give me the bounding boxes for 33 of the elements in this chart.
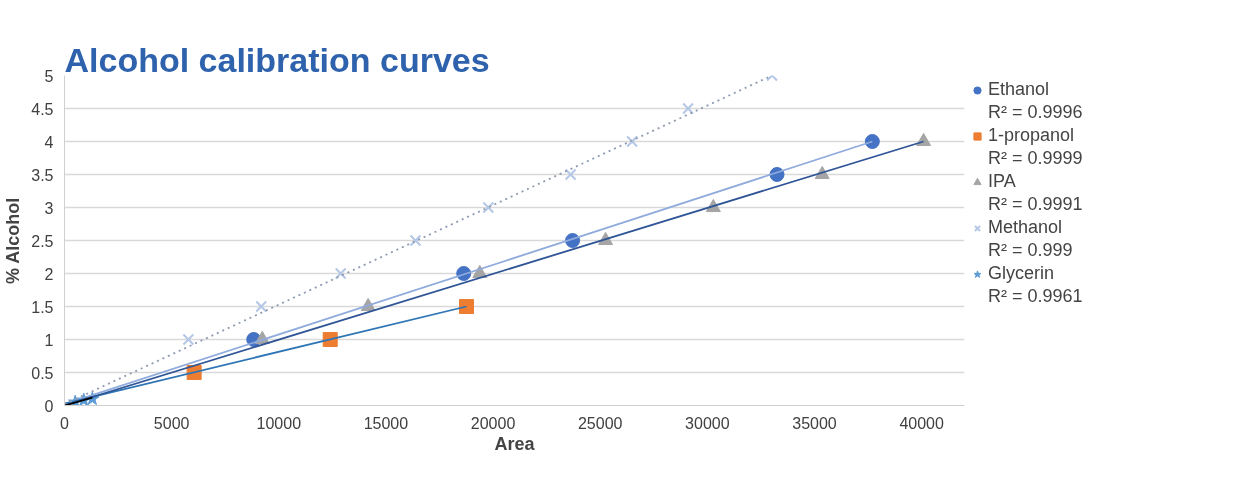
y-tick-label: 1.5 xyxy=(31,298,54,316)
y-tick-label: 3 xyxy=(44,199,54,217)
x-tick-label: 30000 xyxy=(685,414,730,432)
text: R² = 0.9999 xyxy=(988,148,1083,169)
text: R² = 0.9961 xyxy=(988,286,1083,307)
x-tick-label: 20000 xyxy=(470,414,516,432)
x-tick-label: 25000 xyxy=(577,414,623,432)
legend-label: IPA xyxy=(988,171,1016,192)
legend-label: Glycerin xyxy=(988,263,1055,284)
legend-label: 1-propanol xyxy=(988,125,1075,146)
text: R² = 0.999 xyxy=(988,240,1073,261)
x-tick-label: 35000 xyxy=(792,414,837,432)
x-axis-title: Area xyxy=(494,433,536,454)
y-tick-label: 0.5 xyxy=(31,364,54,382)
text: R² = 0.9991 xyxy=(988,194,1083,215)
y-axis-title: % Alcohol xyxy=(3,197,24,284)
y-tick-label: 5 xyxy=(44,67,54,85)
x-tick-label: 5000 xyxy=(153,414,190,432)
legend-label: Methanol xyxy=(988,217,1063,238)
y-tick-label: 0 xyxy=(44,397,54,415)
x-tick-label: 10000 xyxy=(256,414,302,432)
y-tick-label: 4 xyxy=(44,133,54,151)
y-tick-label: 3.5 xyxy=(31,166,54,184)
y-tick-label: 4.5 xyxy=(31,100,54,118)
text: R² = 0.9996 xyxy=(988,102,1083,123)
y-tick-label: 2 xyxy=(44,265,54,283)
x-tick-label: 0 xyxy=(60,414,70,432)
x-tick-label: 15000 xyxy=(363,414,409,432)
x-tick-label: 40000 xyxy=(899,414,944,432)
y-tick-label: 1 xyxy=(44,331,54,349)
chart-title: Alcohol calibration curves xyxy=(64,40,490,79)
y-tick-label: 2.5 xyxy=(31,232,54,250)
legend-label: Ethanol xyxy=(988,79,1050,100)
